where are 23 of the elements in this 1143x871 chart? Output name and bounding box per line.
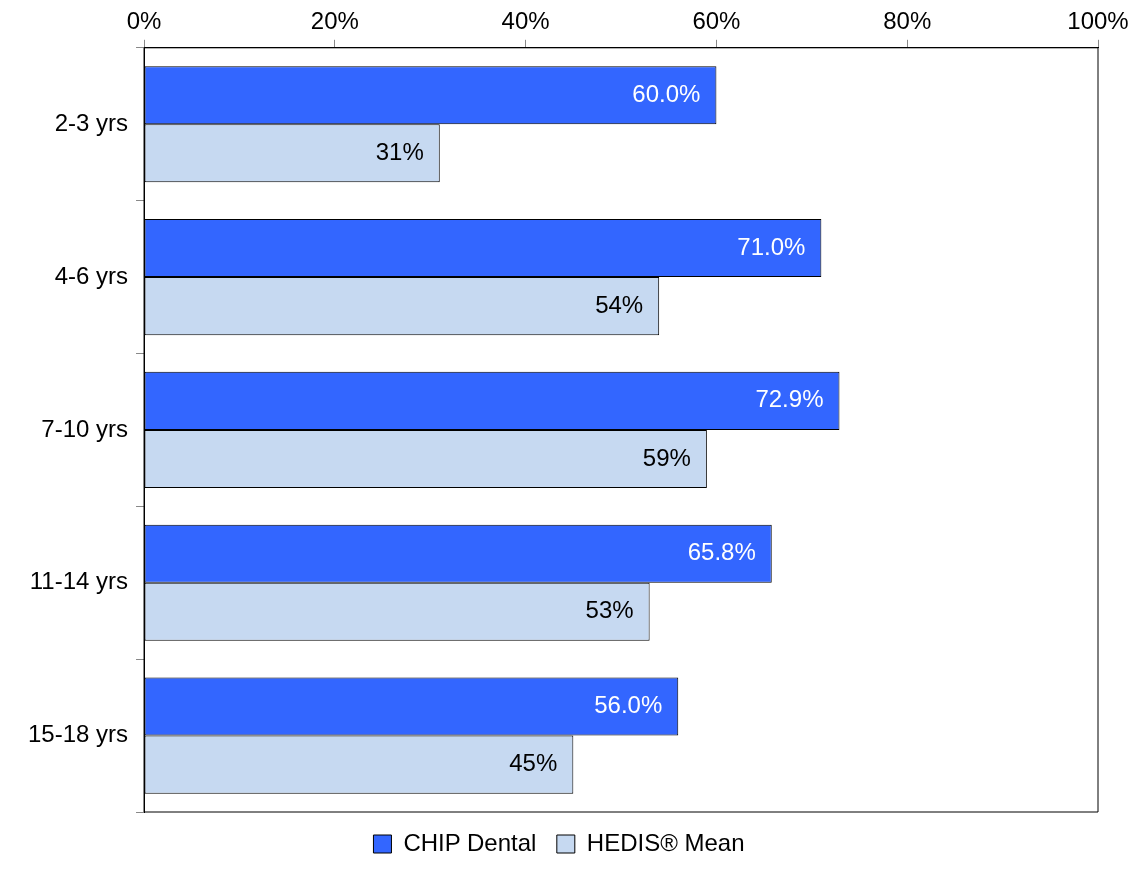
data-label: 60.0% [632, 79, 701, 107]
y-tick-label: 15-18 yrs [28, 720, 129, 748]
data-label: 72.9% [755, 385, 824, 413]
x-tick-label: 100% [1067, 7, 1129, 35]
y-tick-label: 7-10 yrs [41, 414, 129, 442]
x-tick-label: 20% [310, 7, 359, 35]
x-tick-label: 60% [692, 7, 741, 35]
legend-label: CHIP Dental [403, 828, 537, 856]
y-tick-label: 2-3 yrs [54, 108, 129, 136]
y-tick-label: 4-6 yrs [54, 261, 129, 289]
x-tick-label: 80% [883, 7, 932, 35]
legend-label: HEDIS® Mean [586, 828, 745, 856]
data-label: 56.0% [594, 691, 663, 719]
data-label: 71.0% [737, 232, 806, 260]
data-label: 53% [585, 596, 634, 624]
data-label: 54% [595, 290, 644, 318]
data-label: 59% [642, 443, 691, 471]
x-tick-label: 40% [501, 7, 550, 35]
data-label: 45% [509, 749, 558, 777]
data-label: 31% [375, 137, 424, 165]
data-label: 65.8% [687, 538, 756, 566]
x-tick-label: 0% [126, 7, 162, 35]
y-tick-label: 11-14 yrs [29, 567, 129, 595]
